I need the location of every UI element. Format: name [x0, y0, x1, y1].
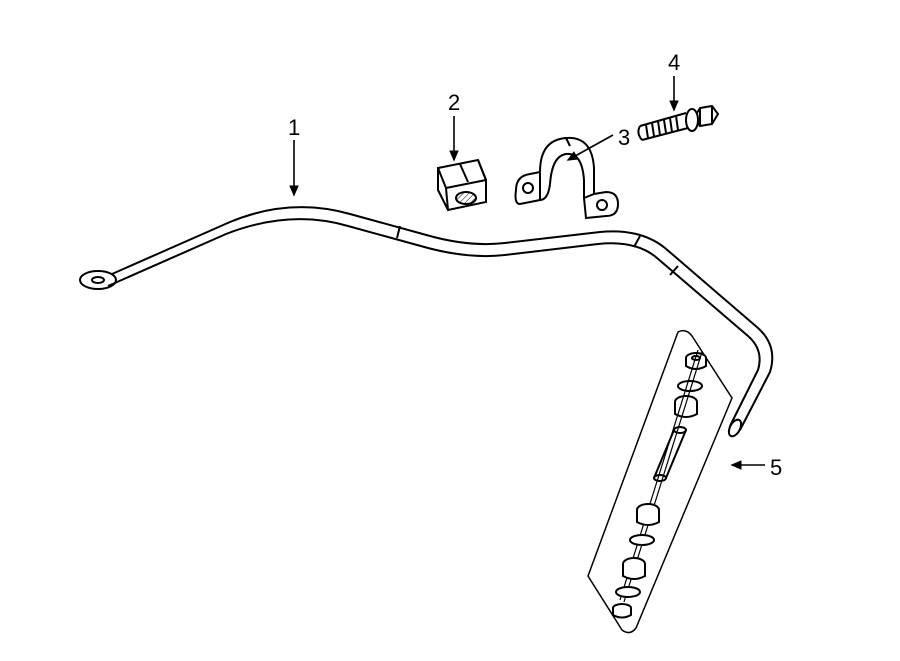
bushing [438, 160, 486, 210]
callout-label-5: 5 [770, 455, 782, 481]
bolt [638, 106, 718, 140]
bracket-clamp [516, 138, 619, 218]
diagram-stage: 1 2 3 4 5 [0, 0, 900, 661]
callout-label-1: 1 [288, 115, 300, 141]
callout-label-3: 3 [618, 125, 630, 151]
callout-label-4: 4 [668, 50, 680, 76]
stabilizer-bar [80, 207, 772, 438]
callout-label-2: 2 [448, 90, 460, 116]
end-link [588, 331, 732, 633]
